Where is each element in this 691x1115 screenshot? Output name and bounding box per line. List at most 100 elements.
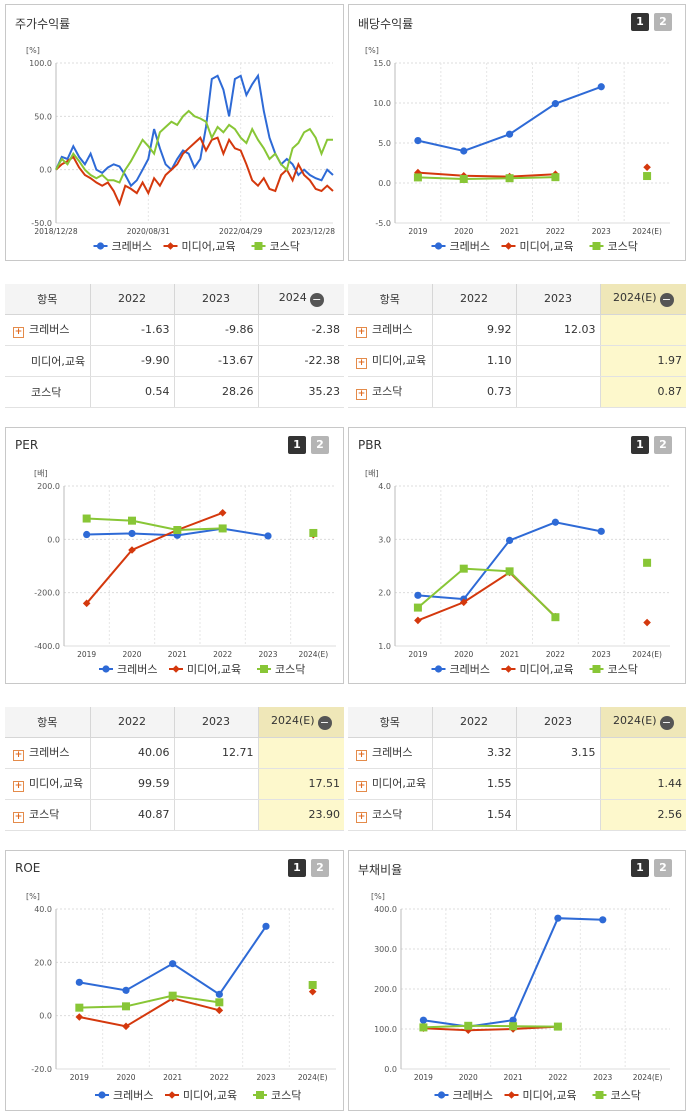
x-tick-label: 2019 <box>414 1073 433 1082</box>
plus-icon[interactable]: + <box>356 389 367 400</box>
unit-label: [%] <box>26 46 40 55</box>
table-cell: 9.92 <box>432 314 517 346</box>
row-label: 코스닥 <box>5 376 91 408</box>
chart-title: 배당수익률 <box>358 17 414 31</box>
header-item: 항목 <box>5 707 91 738</box>
table-cell: 40.06 <box>90 737 175 769</box>
legend-label: 미디어,교육 <box>520 663 574 676</box>
y-tick-label: 4.0 <box>378 482 391 491</box>
table-row: + 코스닥 0.73 0.87 <box>348 376 686 408</box>
plus-icon[interactable]: + <box>13 781 24 792</box>
data-point <box>218 524 227 533</box>
data-point <box>419 1016 428 1024</box>
minus-icon[interactable]: − <box>659 292 674 307</box>
legend-label: 미디어,교육 <box>520 240 574 253</box>
panel-roe: ROE 1 2 [%] 40.0 20.0 0.0 -20.0 2019 2020 2021 2… <box>5 850 344 1111</box>
y-tick-label: 0.0 <box>39 166 52 175</box>
legend-label: 코스닥 <box>275 663 305 676</box>
page-2-button[interactable]: 2 <box>311 859 329 877</box>
page-1-button[interactable]: 1 <box>288 859 306 877</box>
pager: 1 2 <box>288 436 329 454</box>
y-tick-label: 50.0 <box>34 112 52 121</box>
series-line <box>55 73 334 188</box>
table-cell: -9.90 <box>90 345 175 377</box>
table-row: + 크레버스 -1.63 -9.86 -2.38 <box>5 314 344 346</box>
data-point <box>459 564 468 573</box>
series-line <box>85 511 224 604</box>
data-point <box>215 990 223 998</box>
table-cell: 28.26 <box>174 376 259 408</box>
x-tick-label: 2024(E) <box>298 1073 328 1082</box>
data-point <box>414 616 422 625</box>
legend-marker <box>434 665 443 673</box>
per-table: 항목 2022 2023 2024(E) − + 크레버스 40.06 12.71 … <box>5 707 344 831</box>
plus-icon[interactable]: + <box>356 812 367 823</box>
minus-icon[interactable]: − <box>309 292 324 307</box>
page-2-button[interactable]: 2 <box>654 436 672 454</box>
table-row: + 코스닥 40.87 23.90 <box>5 799 344 831</box>
data-point <box>505 567 514 576</box>
dividend-yield-chart: [%] 15.0 10.0 5.0 0.0 -5.0 2019 2020 2021 2022 202… <box>365 46 670 253</box>
table-cell: 0.73 <box>432 376 517 408</box>
x-tick-label: 2021 <box>163 1073 182 1082</box>
page-2-button[interactable]: 2 <box>311 436 329 454</box>
chart-title: PBR <box>358 438 382 452</box>
page-2-button[interactable]: 2 <box>654 859 672 877</box>
y-tick-label: 2.0 <box>378 589 391 598</box>
legend-marker <box>256 1091 264 1099</box>
x-tick-label: 2023 <box>592 227 611 236</box>
plus-icon[interactable]: + <box>13 812 24 823</box>
legend-marker <box>592 242 601 250</box>
plus-icon[interactable]: + <box>356 750 367 761</box>
data-point <box>82 514 91 523</box>
header-year-with-toggle: 2024(E) − <box>600 284 686 315</box>
data-point <box>597 527 605 535</box>
data-point <box>551 100 560 108</box>
page-1-button[interactable]: 1 <box>631 13 649 31</box>
plus-icon[interactable]: + <box>356 781 367 792</box>
row-name-cell: + 미디어,교육 <box>5 768 91 800</box>
data-point <box>122 1022 130 1031</box>
dividend-yield-table: 항목 2022 2023 2024(E) − + 크레버스 9.92 12.03 +… <box>348 284 686 408</box>
plus-icon[interactable]: + <box>13 750 24 761</box>
y-tick-label: 15.0 <box>373 59 391 68</box>
legend-marker <box>102 665 110 673</box>
table-cell: -13.67 <box>174 345 259 377</box>
legend-label: 크레버스 <box>117 663 157 676</box>
x-tick-label: 2019 <box>408 227 427 236</box>
plus-icon[interactable]: + <box>356 358 367 369</box>
x-tick-label: 2023 <box>256 1073 275 1082</box>
legend-label: 미디어,교육 <box>523 1089 577 1102</box>
plus-icon[interactable]: + <box>356 327 367 338</box>
row-label: 미디어,교육 <box>372 354 427 367</box>
series-line <box>79 994 220 1009</box>
legend-marker <box>507 1091 516 1099</box>
page-1-button[interactable]: 1 <box>288 436 306 454</box>
legend-marker <box>96 242 105 250</box>
page-1-button[interactable]: 1 <box>631 859 649 877</box>
row-label: 크레버스 <box>372 323 413 336</box>
header-item: 항목 <box>348 284 433 315</box>
x-tick-label: 2023 <box>593 1073 612 1082</box>
x-tick-label: 2019 <box>408 650 427 659</box>
page-2-button[interactable]: 2 <box>654 13 672 31</box>
legend-label: 크레버스 <box>453 1089 493 1102</box>
page-1-button[interactable]: 1 <box>631 436 649 454</box>
x-tick-label: 2021 <box>168 650 187 659</box>
header-year: 2022 <box>432 284 517 315</box>
unit-label: [%] <box>365 46 379 55</box>
panel-pbr: PBR 1 2 [배] 4.0 3.0 2.0 1.0 2019 2020 2021 2022 2… <box>348 427 686 684</box>
table-row: 코스닥 0.54 28.26 35.23 <box>5 376 344 408</box>
header-year-with-toggle: 2024(E) − <box>258 707 344 738</box>
legend-label: 미디어,교육 <box>187 663 241 676</box>
minus-icon[interactable]: − <box>659 715 674 730</box>
y-tick-label: 5.0 <box>378 139 391 148</box>
plus-icon[interactable]: + <box>13 327 24 338</box>
minus-icon[interactable]: − <box>317 715 332 730</box>
legend-label: 코스닥 <box>608 240 638 253</box>
table-cell <box>516 768 601 800</box>
table-row: + 코스닥 1.54 2.56 <box>348 799 686 831</box>
series-line <box>86 517 223 532</box>
header-item: 항목 <box>5 284 91 315</box>
x-tick-label: 2020/08/31 <box>127 227 170 236</box>
